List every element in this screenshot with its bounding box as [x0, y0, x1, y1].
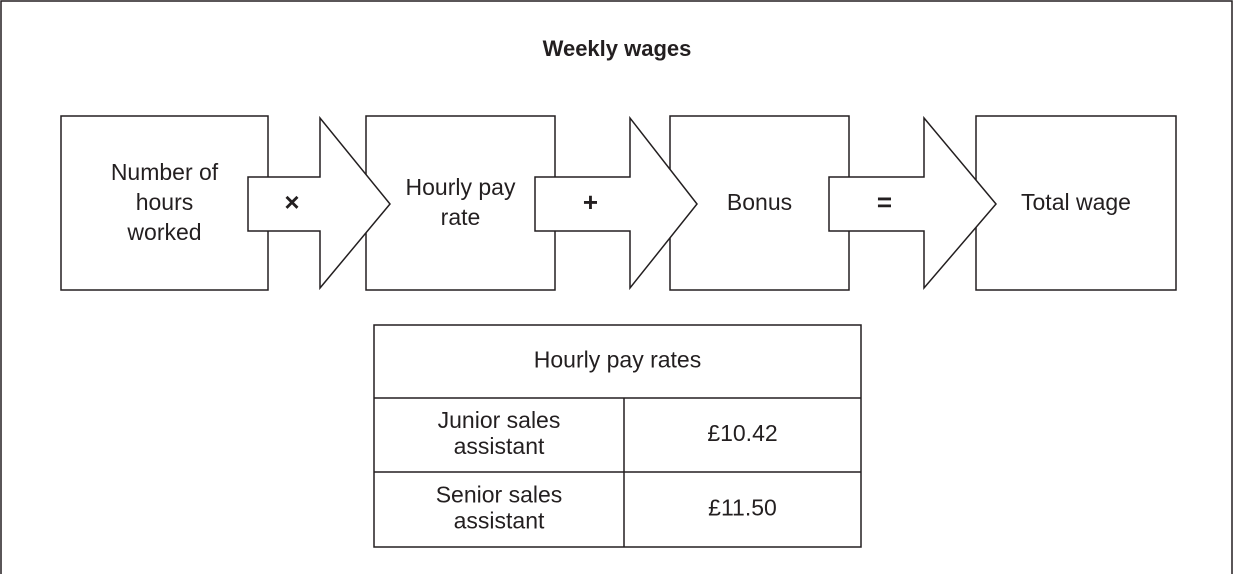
node-box: [365, 115, 556, 291]
table-cell: assistant: [454, 508, 545, 534]
table-cell: £10.42: [707, 420, 777, 446]
node-label: Number of: [111, 159, 219, 185]
arrow: [828, 115, 997, 291]
operator: +: [583, 187, 598, 217]
node-box: [60, 115, 269, 291]
arrow: [534, 115, 698, 291]
table-cell: Senior sales: [436, 482, 563, 508]
operator: =: [877, 187, 892, 217]
operator: ×: [284, 187, 299, 217]
node-label: rate: [441, 204, 481, 230]
arrow: [247, 115, 391, 291]
node-label: hours: [136, 189, 194, 215]
node-box: [975, 115, 1177, 291]
node-box: [669, 115, 850, 291]
table-border: [373, 324, 862, 548]
node-label: Hourly pay: [406, 174, 516, 200]
node-label: Bonus: [727, 189, 792, 215]
node-label: worked: [126, 219, 201, 245]
table-header: Hourly pay rates: [534, 347, 701, 373]
node-label: Total wage: [1021, 189, 1131, 215]
table-cell: £11.50: [708, 495, 777, 521]
table-cell: assistant: [454, 433, 545, 459]
table-cell: Junior sales: [438, 407, 561, 433]
title: Weekly wages: [543, 36, 692, 61]
